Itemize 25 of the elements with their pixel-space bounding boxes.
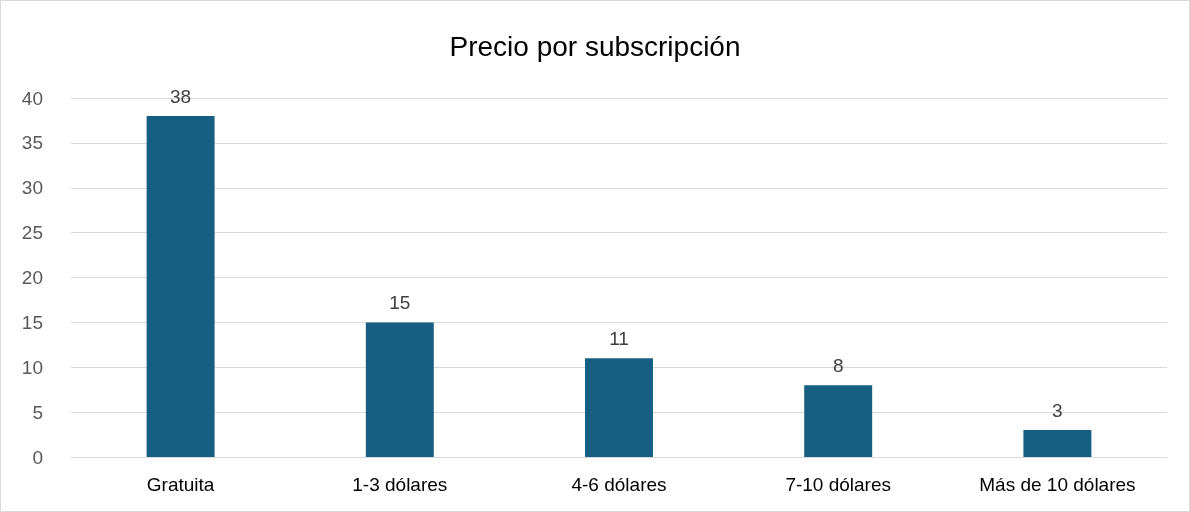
- data-label: 8: [832, 355, 844, 377]
- y-tick-label: 15: [21, 311, 43, 333]
- y-tick-label: 40: [21, 87, 43, 109]
- y-tick-label: 25: [21, 222, 43, 244]
- data-label: 38: [170, 85, 192, 107]
- x-tick-label: Más de 10 dólares: [979, 474, 1136, 495]
- x-tick-label: 1-3 dólares: [352, 474, 448, 495]
- data-label: 3: [1052, 400, 1063, 422]
- y-tick-label: 20: [21, 267, 43, 288]
- data-label: 11: [609, 328, 629, 350]
- y-tick-label: 10: [21, 356, 43, 378]
- chart-title: Precio por subscripción: [449, 30, 741, 62]
- x-tick-label: Gratuita: [146, 474, 215, 495]
- bar: [1023, 430, 1092, 457]
- y-tick-label: 30: [21, 177, 43, 199]
- y-tick-label: 0: [32, 446, 43, 468]
- y-tick-label: 35: [21, 132, 43, 154]
- bar: [146, 115, 215, 457]
- x-tick-label: 7-10 dólares: [785, 474, 892, 495]
- data-label: 15: [389, 292, 411, 314]
- bar: [804, 385, 873, 457]
- bar: [365, 322, 434, 457]
- y-tick-label: 5: [32, 401, 43, 423]
- bar: [585, 358, 653, 457]
- x-tick-label: 4-6 dólares: [571, 474, 667, 495]
